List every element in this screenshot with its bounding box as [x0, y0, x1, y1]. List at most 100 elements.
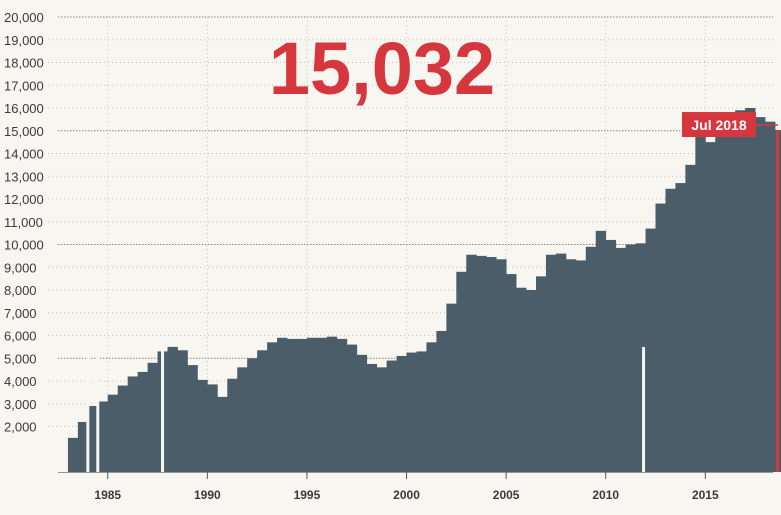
bar: [615, 247, 627, 472]
y-tick-label: 10,000: [4, 238, 44, 253]
bar: [436, 330, 447, 472]
annotation-label: Jul 2018: [691, 117, 746, 133]
bar: [77, 421, 89, 472]
bar: [426, 342, 437, 472]
x-tick-label: 2005: [493, 488, 520, 502]
bar: [316, 337, 328, 472]
bar: [476, 255, 487, 472]
bar-gap: [642, 347, 646, 472]
bar: [685, 164, 696, 472]
y-tick-label: 20,000: [4, 10, 44, 25]
bar: [605, 239, 617, 472]
bar: [565, 259, 577, 472]
bar: [535, 276, 547, 472]
bar: [147, 362, 158, 472]
bar: [575, 260, 587, 472]
y-tick-label: 17,000: [4, 78, 44, 93]
x-axis: 1985 1990 1995 2000 2005 2010 2015: [58, 472, 773, 502]
y-axis: 2,000 3,000 4,000 5,000 6,000 7,000 8,000 9,000…: [4, 10, 44, 435]
headline-value: 15,032: [269, 27, 495, 110]
bar: [306, 337, 318, 472]
bar: [695, 133, 706, 472]
bar: [725, 117, 736, 472]
x-tick-label: 1990: [194, 488, 221, 502]
y-tick-label: 18,000: [4, 56, 44, 71]
x-tick-label: 2010: [592, 488, 619, 502]
y-tick-label: 5,000: [4, 351, 37, 366]
bar: [227, 378, 238, 472]
x-tick-label: 1995: [294, 488, 321, 502]
x-tick-label: 2015: [692, 488, 719, 502]
y-tick-label: 6,000: [4, 329, 37, 344]
bar: [237, 367, 248, 472]
bar: [197, 379, 208, 472]
bar: [396, 355, 407, 472]
bar: [446, 303, 457, 472]
gap-layer: [86, 347, 646, 472]
bar: [595, 230, 607, 472]
y-tick-label: 15,000: [4, 124, 44, 139]
y-tick-label: 11,000: [4, 215, 43, 230]
bar: [745, 108, 756, 472]
bar: [496, 259, 507, 472]
bar: [755, 117, 766, 472]
bar: [386, 360, 397, 472]
bar: [715, 135, 726, 473]
bar: [277, 337, 288, 472]
bar: [555, 253, 567, 472]
bar: [665, 188, 676, 472]
bar: [545, 254, 557, 472]
annotation: Jul 2018: [682, 112, 780, 472]
bar: [326, 336, 338, 472]
x-tick-label: 1985: [94, 488, 121, 502]
bar: [117, 385, 129, 472]
bar: [526, 290, 537, 472]
bar: [207, 384, 218, 472]
bar: [366, 363, 378, 472]
x-tick-label: 2000: [393, 488, 420, 502]
y-tick-label: 2,000: [4, 420, 37, 435]
bar: [516, 287, 527, 472]
bar: [585, 246, 597, 472]
bar: [486, 257, 497, 472]
bar-gap: [96, 347, 100, 472]
annotation-badge: [682, 112, 756, 138]
last-value-bar: [776, 130, 780, 472]
y-tick-label: 16,000: [4, 101, 44, 116]
bar: [127, 376, 139, 472]
bar: [625, 244, 636, 472]
bar-layer: [67, 108, 781, 473]
bar-gap: [86, 347, 90, 472]
bar: [296, 338, 308, 472]
bar-gap: [161, 347, 165, 472]
bar: [107, 394, 119, 472]
bar: [356, 354, 368, 472]
bar: [257, 350, 268, 472]
y-tick-label: 19,000: [4, 33, 44, 48]
y-tick-label: 3,000: [4, 397, 37, 412]
bar: [655, 203, 666, 473]
bar: [177, 350, 188, 472]
bar: [97, 401, 109, 472]
bar: [247, 358, 258, 472]
bar: [456, 271, 467, 472]
y-tick-label: 7,000: [4, 306, 37, 321]
y-tick-label: 13,000: [4, 169, 44, 184]
bar: [645, 228, 656, 472]
bar: [506, 274, 517, 472]
bar: [635, 243, 646, 472]
bar: [705, 142, 716, 472]
y-tick-label: 12,000: [4, 192, 44, 207]
bar: [87, 406, 99, 472]
bar: [167, 346, 178, 472]
y-tick-label: 14,000: [4, 147, 44, 162]
bar: [406, 352, 417, 472]
bar: [416, 351, 427, 472]
bar: [217, 396, 228, 472]
bar: [336, 338, 348, 472]
bar: [735, 110, 746, 473]
y-tick-label: 8,000: [4, 283, 37, 298]
bar: [137, 371, 148, 472]
